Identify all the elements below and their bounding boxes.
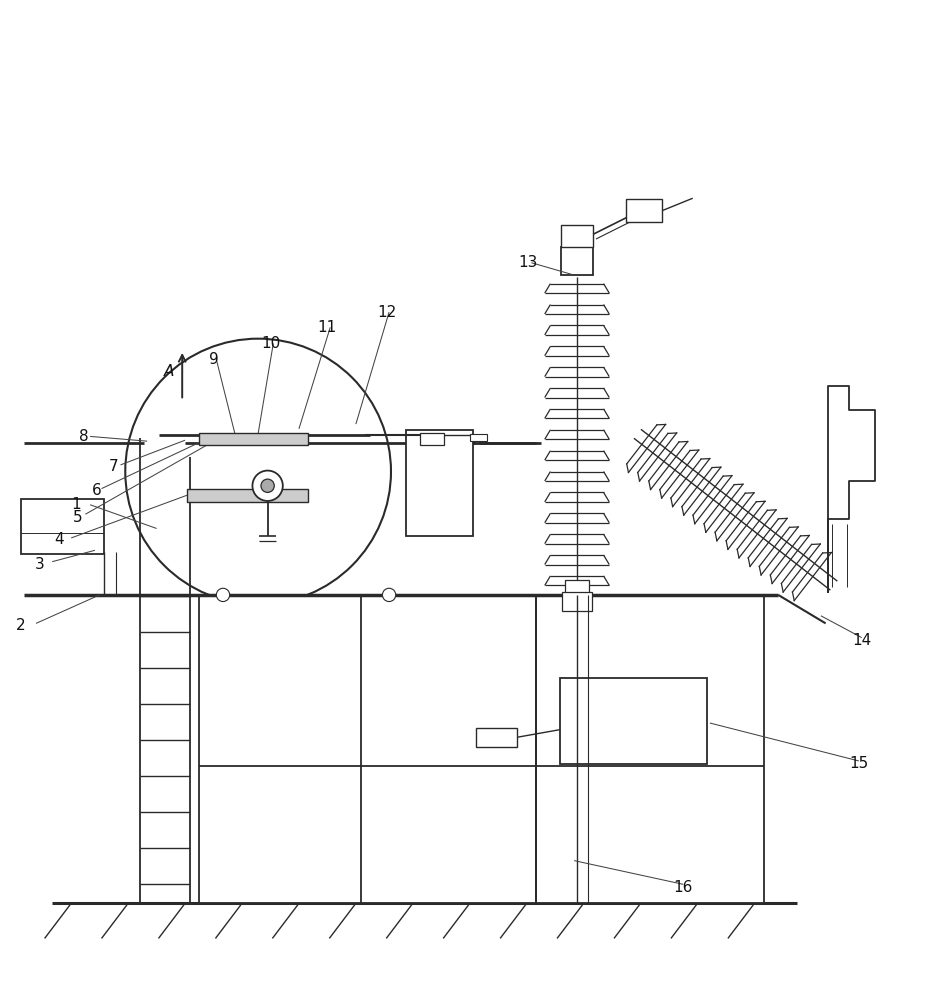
- Text: 9: 9: [209, 352, 218, 367]
- Bar: [199, 595, 764, 903]
- Bar: [420, 433, 444, 445]
- Bar: [561, 247, 593, 275]
- Circle shape: [261, 479, 274, 492]
- Bar: [562, 592, 592, 611]
- Text: 13: 13: [518, 255, 537, 270]
- Bar: [476, 728, 517, 747]
- Text: 8: 8: [79, 429, 88, 444]
- Text: 6: 6: [92, 483, 102, 498]
- Circle shape: [125, 339, 391, 604]
- Bar: [470, 434, 487, 441]
- Circle shape: [252, 471, 283, 501]
- Bar: [187, 489, 308, 502]
- Text: 10: 10: [261, 336, 280, 351]
- Bar: [626, 199, 662, 222]
- Bar: [561, 225, 593, 247]
- Text: 3: 3: [35, 557, 45, 572]
- Text: 5: 5: [73, 510, 83, 525]
- Bar: [21, 499, 104, 554]
- Bar: [560, 678, 707, 764]
- Text: A: A: [164, 364, 174, 379]
- Text: 7: 7: [109, 459, 119, 474]
- Text: 1: 1: [71, 497, 81, 512]
- Text: 2: 2: [16, 618, 26, 633]
- Bar: [199, 433, 308, 445]
- Circle shape: [216, 588, 230, 602]
- Bar: [406, 430, 473, 536]
- Text: 4: 4: [54, 532, 64, 547]
- Circle shape: [382, 588, 396, 602]
- Text: 16: 16: [674, 880, 693, 895]
- Bar: [565, 580, 589, 597]
- Text: 12: 12: [378, 305, 397, 320]
- Text: 14: 14: [852, 633, 871, 648]
- Text: 11: 11: [318, 320, 337, 335]
- Text: 15: 15: [849, 756, 868, 771]
